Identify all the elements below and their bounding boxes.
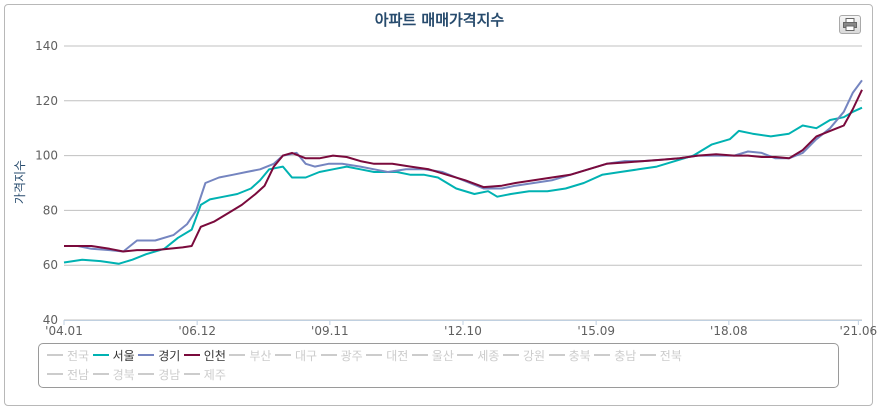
legend-label: 경남 (158, 368, 181, 382)
series-line-1[interactable] (63, 106, 863, 265)
legend-label: 인천 (203, 349, 226, 363)
legend-swatch (639, 354, 656, 356)
grid-lines (64, 45, 862, 321)
y-tick-label: 140 (35, 39, 58, 53)
legend-swatch (183, 354, 200, 356)
chart-container (4, 4, 873, 406)
series-line-2[interactable] (64, 79, 863, 253)
legend-label: 경북 (112, 368, 135, 382)
legend-swatch (275, 354, 291, 356)
legend-swatch (457, 354, 474, 356)
legend-label: 울산 (431, 349, 454, 363)
x-tick-label: '12.10 (444, 324, 482, 338)
legend-swatch (183, 373, 200, 375)
legend-swatch (47, 354, 63, 356)
legend-label: 전남 (67, 368, 90, 382)
series-line-3[interactable] (64, 89, 863, 253)
legend-label: 부산 (249, 349, 272, 363)
x-tick-label: '09.11 (311, 324, 349, 338)
legend-swatch (47, 373, 63, 375)
legend-swatch (503, 354, 519, 356)
y-tick-label: 40 (43, 313, 58, 327)
y-tick-label: 60 (43, 258, 58, 272)
y-tick-label: 80 (43, 203, 58, 217)
legend-label: 세종 (477, 349, 500, 363)
series-lines (63, 79, 863, 265)
legend-label: 전국 (67, 349, 90, 363)
legend-swatch (229, 354, 246, 356)
legend-label: 강원 (523, 349, 546, 363)
legend-swatch (366, 354, 383, 356)
legend-swatch (320, 354, 337, 356)
y-axis: 40 60 80 100 120 140 (35, 39, 58, 327)
legend-swatch (92, 354, 109, 356)
legend-swatch (411, 354, 428, 356)
legend-label: 대구 (295, 349, 318, 363)
legend-label: 광주 (340, 349, 363, 363)
legend-label: 서울 (112, 349, 135, 363)
x-tick-label: '18.08 (710, 324, 748, 338)
legend-swatch (594, 354, 611, 356)
legend-swatch (138, 354, 155, 356)
legend-swatch (92, 373, 109, 375)
x-axis: '04.01 '06.12 '09.11 '12.10 '15.09 '18.08 '21.… (45, 320, 877, 338)
legend-label: 충북 (568, 349, 591, 363)
legend-label: 충남 (614, 349, 637, 363)
x-tick-label: '21.06 (840, 324, 878, 338)
chart-title: 아파트 매매가격지수 (374, 11, 505, 29)
legend-label: 전북 (659, 349, 682, 363)
legend-label: 경기 (158, 349, 181, 363)
y-axis-title: 가격지수 (13, 160, 27, 204)
printer-icon (843, 18, 857, 31)
x-tick-label: '04.01 (45, 324, 83, 338)
print-button[interactable] (839, 15, 861, 34)
x-tick-label: '06.12 (178, 324, 216, 338)
legend-label: 제주 (203, 368, 226, 382)
y-tick-label: 120 (35, 94, 58, 108)
x-tick-label: '15.09 (577, 324, 615, 338)
y-tick-label: 100 (35, 149, 58, 163)
legend-swatch (138, 373, 155, 375)
legend-swatch (548, 354, 565, 356)
legend-label: 대전 (386, 349, 409, 363)
